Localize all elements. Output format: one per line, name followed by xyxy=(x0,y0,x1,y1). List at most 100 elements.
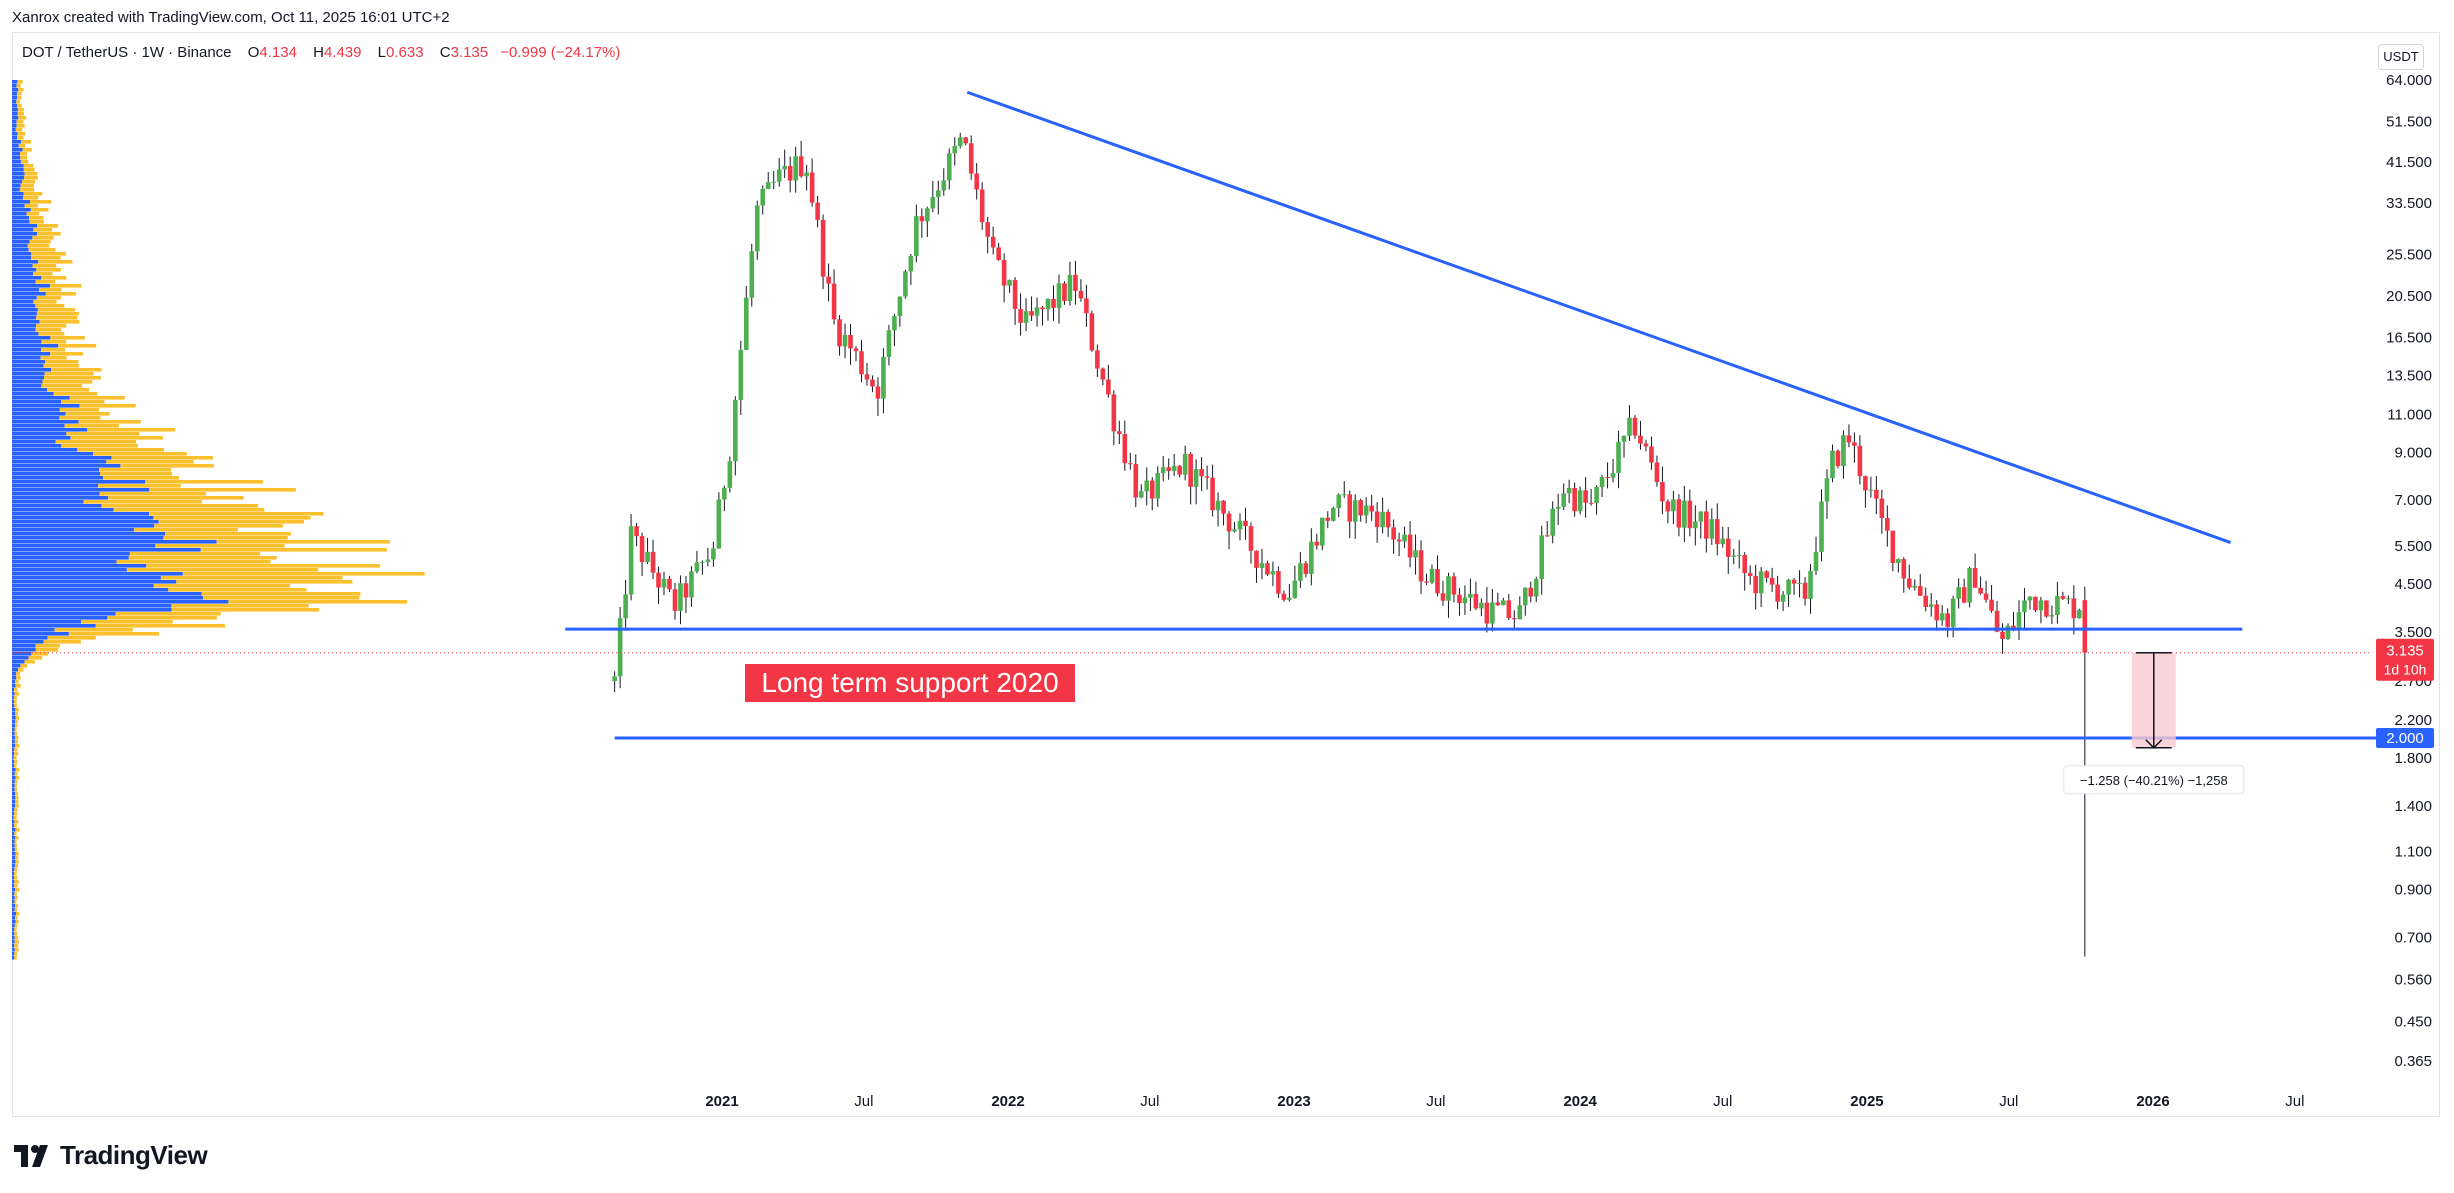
candle-down xyxy=(667,578,672,590)
drawings[interactable]: Long term support 2020 −1.258 (−40.21%) −… xyxy=(12,90,2380,795)
candle-down xyxy=(1089,313,1095,351)
candle-up xyxy=(1577,490,1583,512)
vp-buy-bar xyxy=(12,740,15,744)
candle-down xyxy=(1051,298,1056,308)
candle-up xyxy=(1007,280,1012,286)
vp-sell-bar xyxy=(61,444,138,448)
candle-up xyxy=(1928,604,1934,608)
vp-buy-bar xyxy=(12,480,146,484)
symbol-legend[interactable]: DOT / TetherUS · 1W · Binance O4.134 H4.… xyxy=(22,44,620,61)
candle-up xyxy=(776,169,782,182)
candle-down xyxy=(1846,435,1852,443)
candle-up xyxy=(952,146,958,154)
close-label: C xyxy=(439,44,451,61)
symbol-name[interactable]: DOT / TetherUS · 1W · Binance xyxy=(22,44,232,61)
vp-buy-bar xyxy=(12,148,23,152)
price-axis[interactable]: 64.000 51.500 41.500 33.500 25.500 20.500 16.5… xyxy=(2376,72,2434,1070)
candle-down xyxy=(1676,499,1682,528)
candle-up xyxy=(722,487,727,500)
vp-sell-bar xyxy=(13,696,17,700)
vp-sell-bar xyxy=(14,760,18,764)
vp-buy-bar xyxy=(12,588,169,592)
vp-sell-bar xyxy=(20,184,34,188)
candle-down xyxy=(1687,500,1693,529)
candle-down xyxy=(1078,290,1084,299)
vp-buy-bar xyxy=(12,368,52,372)
vp-buy-bar xyxy=(12,900,15,904)
vp-buy-bar xyxy=(12,576,161,580)
vp-buy-bar xyxy=(12,824,15,828)
vp-sell-bar xyxy=(18,116,27,120)
price-tick-label: 0.560 xyxy=(2394,972,2432,989)
vp-sell-bar xyxy=(14,752,18,756)
candle-down xyxy=(1863,476,1868,491)
candle-up xyxy=(716,499,722,549)
time-axis[interactable]: 2021 Jul 2022 Jul 2023 Jul 2024 Jul 2025 Jul 2026 J… xyxy=(705,1093,2304,1110)
vp-buy-bar xyxy=(12,748,15,752)
vp-buy-bar xyxy=(12,848,15,852)
vp-sell-bar xyxy=(129,552,261,556)
support-label-text: Long term support 2020 xyxy=(761,667,1058,698)
vp-buy-bar xyxy=(12,80,18,84)
candle-up xyxy=(1517,605,1523,620)
vp-sell-bar xyxy=(168,588,307,592)
candle-up xyxy=(1298,563,1303,581)
vp-sell-bar xyxy=(203,596,360,600)
vp-buy-bar xyxy=(12,888,16,892)
vp-buy-bar xyxy=(12,416,60,420)
candle-down xyxy=(1742,554,1748,574)
vp-buy-bar xyxy=(12,444,62,448)
tradingview-logo[interactable]: TradingView xyxy=(14,1140,208,1171)
vp-sell-bar xyxy=(20,152,27,156)
vp-buy-bar xyxy=(12,600,229,604)
candle-up xyxy=(1352,500,1358,522)
vp-buy-bar xyxy=(12,464,121,468)
candle-up xyxy=(1341,494,1347,496)
vp-buy-bar xyxy=(12,548,201,552)
candle-down xyxy=(1484,602,1490,624)
vp-sell-bar xyxy=(43,364,79,368)
measure-label-box xyxy=(2063,765,2245,795)
vp-sell-bar xyxy=(14,848,18,852)
vp-buy-bar xyxy=(12,644,36,648)
candle-down xyxy=(1747,573,1753,577)
vp-sell-bar xyxy=(41,384,83,388)
vp-sell-bar xyxy=(216,540,390,544)
vp-buy-bar xyxy=(12,684,16,688)
vp-sell-bar xyxy=(18,144,26,148)
candle-up xyxy=(886,330,892,357)
vp-sell-bar xyxy=(14,700,17,704)
vp-sell-bar xyxy=(14,824,17,828)
vp-sell-bar xyxy=(39,320,80,324)
vp-buy-bar xyxy=(12,420,79,424)
candle-down xyxy=(820,219,826,277)
vp-sell-bar xyxy=(87,428,176,432)
candle-down xyxy=(1660,481,1665,502)
vp-buy-bar xyxy=(12,808,15,812)
vp-sell-bar xyxy=(160,576,343,580)
vp-sell-bar xyxy=(15,856,19,860)
candle-up xyxy=(892,316,897,331)
candle-down xyxy=(859,351,864,375)
price-tick-label: 16.500 xyxy=(2386,329,2432,346)
vp-buy-bar xyxy=(12,356,41,360)
vp-sell-bar xyxy=(126,568,319,572)
vp-sell-bar xyxy=(14,944,19,948)
candle-up xyxy=(1912,585,1918,588)
vp-buy-bar xyxy=(12,112,18,116)
candle-down xyxy=(1029,311,1034,316)
candle-up xyxy=(1292,580,1298,598)
vp-buy-bar xyxy=(12,488,150,492)
candle-down xyxy=(639,536,645,563)
currency-button[interactable]: USDT xyxy=(2378,44,2424,70)
vp-buy-bar xyxy=(12,708,16,712)
candle-down xyxy=(1753,576,1758,594)
candle-down xyxy=(1073,274,1078,291)
candle-down xyxy=(919,216,925,222)
vp-sell-bar xyxy=(41,276,67,280)
vp-sell-bar xyxy=(59,408,99,412)
vp-sell-bar xyxy=(20,664,28,668)
vp-sell-bar xyxy=(29,216,44,220)
vp-buy-bar xyxy=(12,696,14,700)
